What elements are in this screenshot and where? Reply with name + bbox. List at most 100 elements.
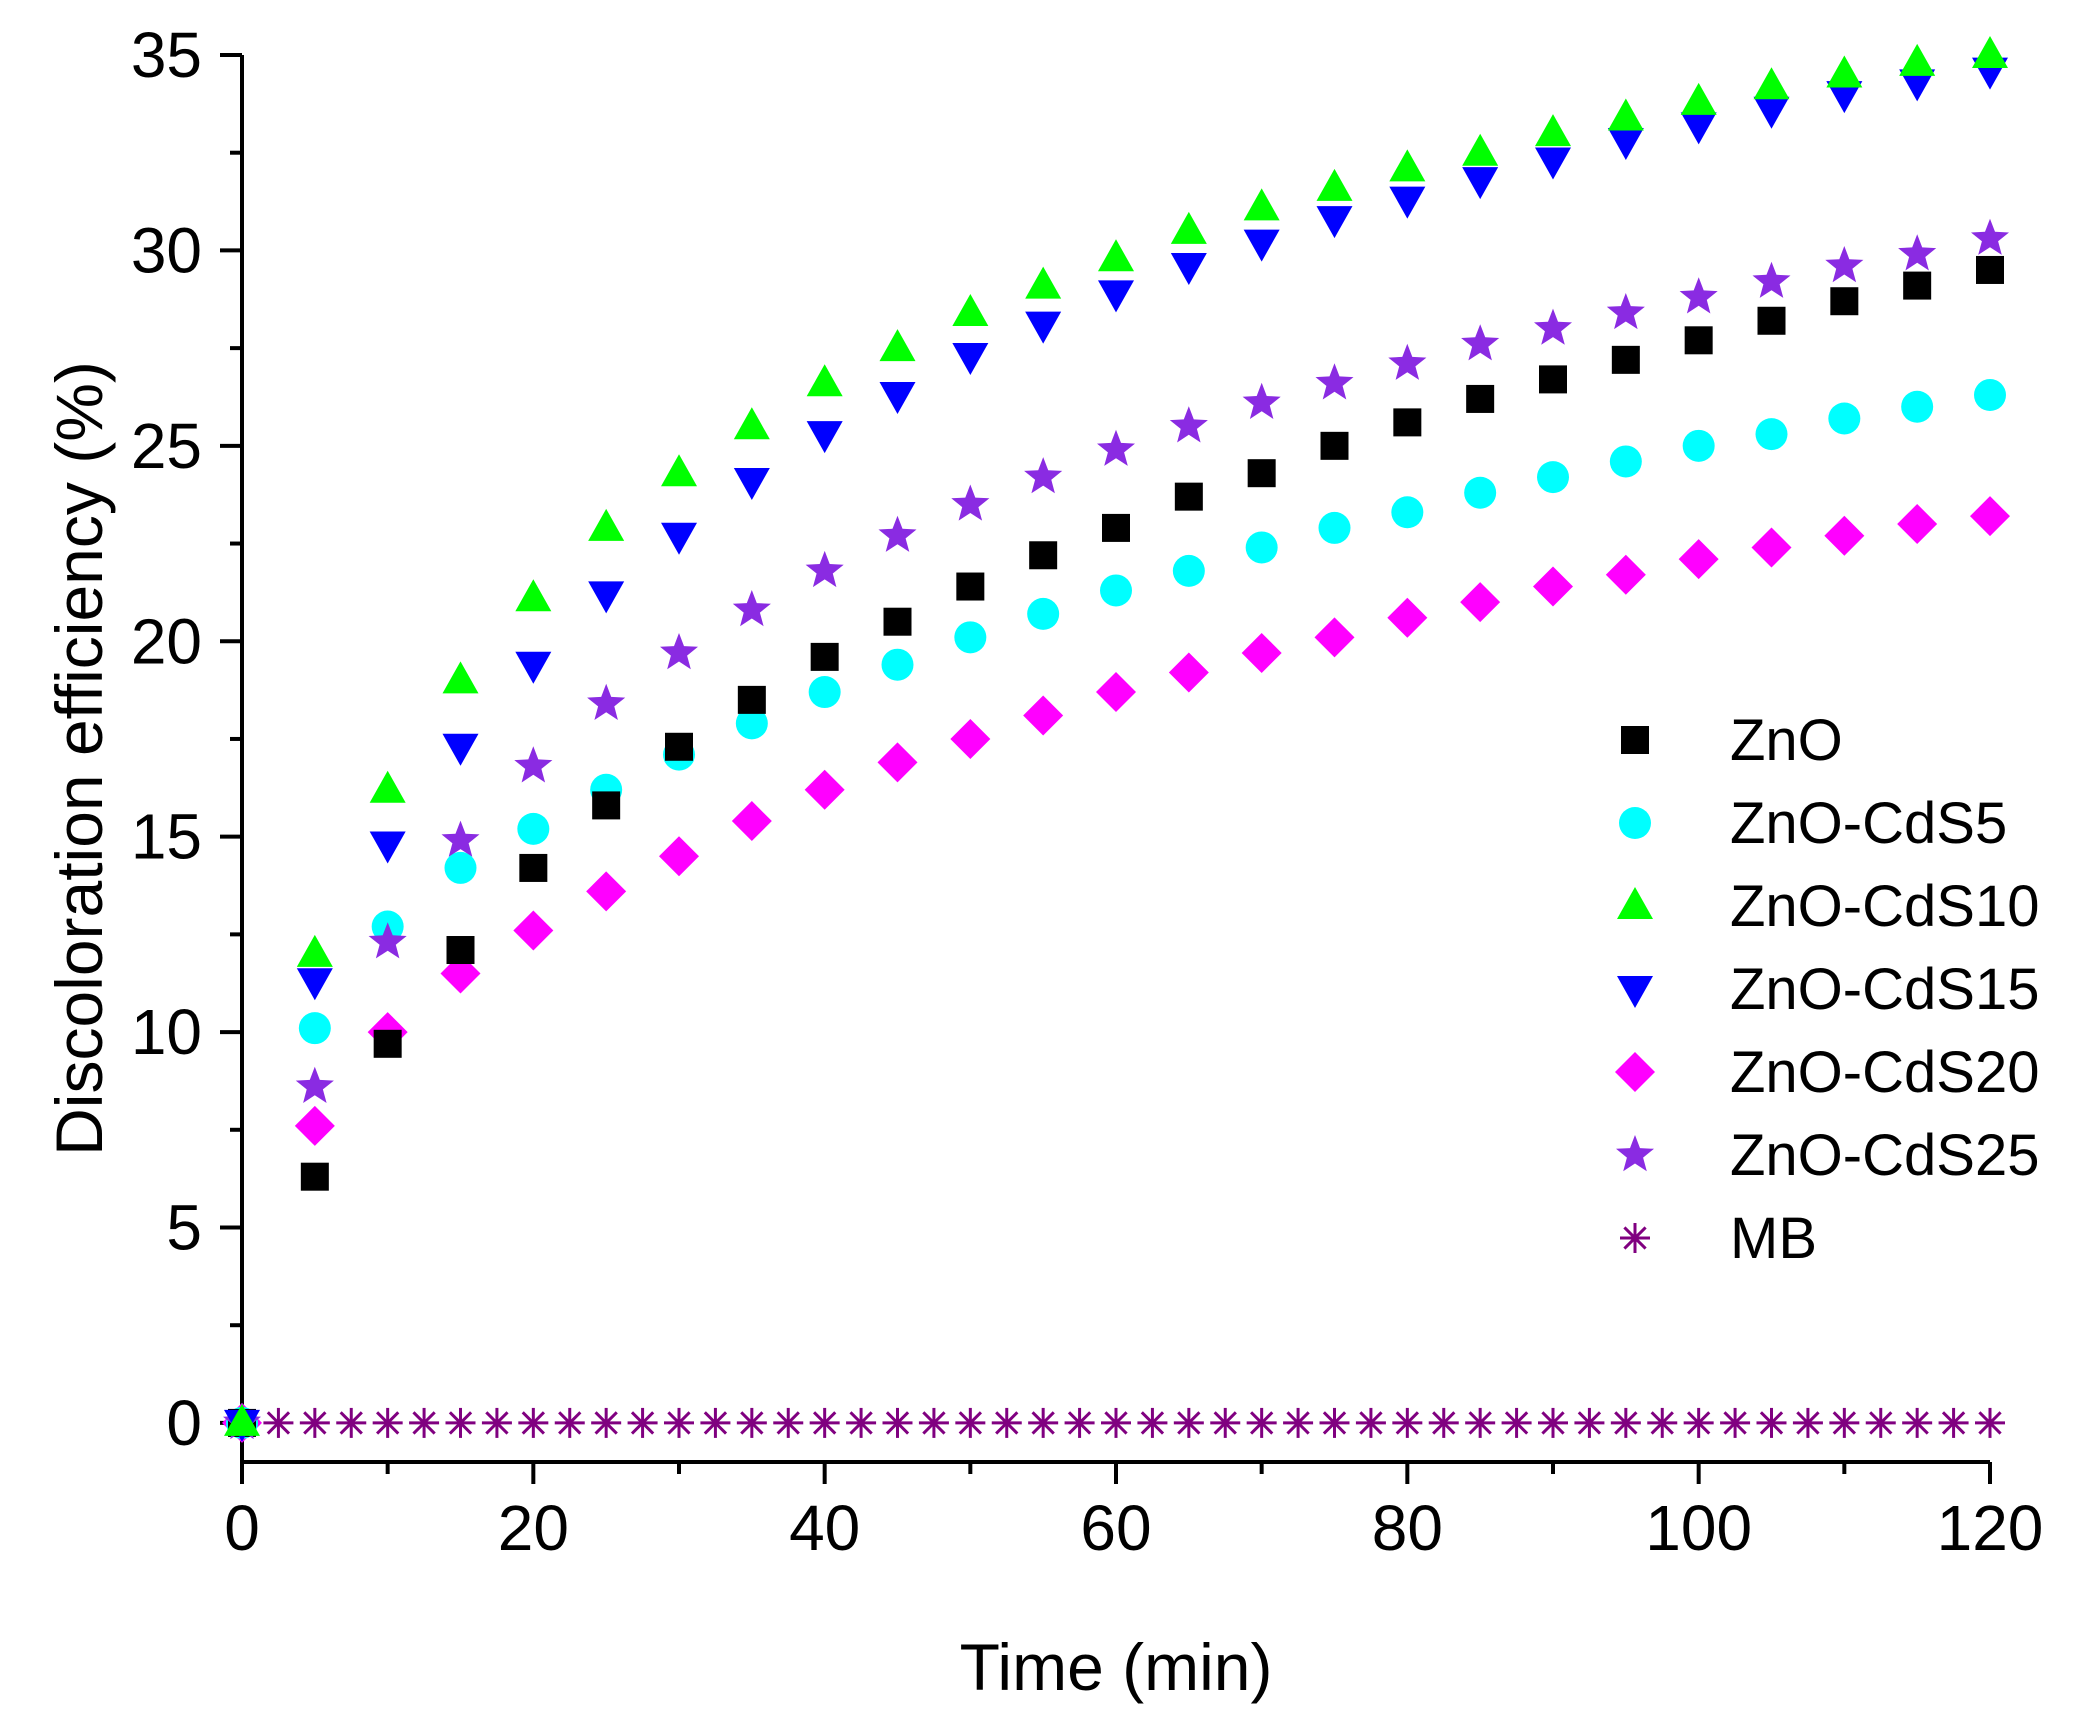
data-point: [513, 910, 554, 951]
data-point: [1610, 1407, 1641, 1438]
data-point: [1320, 431, 1349, 460]
data-point: [1574, 1407, 1605, 1438]
data-point: [1792, 1407, 1823, 1438]
data-point: [1903, 271, 1932, 300]
data-point: [1535, 114, 1571, 147]
y-tick-label: 30: [131, 214, 202, 286]
data-point: [296, 968, 333, 1001]
data-point: [1097, 429, 1135, 466]
data-point: [805, 550, 844, 588]
data-point: [519, 853, 548, 882]
data-point: [951, 484, 990, 521]
data-point: [517, 812, 550, 845]
data-point: [368, 922, 407, 959]
x-tick-label: 80: [1372, 1492, 1443, 1564]
data-point: [1391, 496, 1424, 529]
data-point: [879, 382, 916, 415]
data-point: [731, 801, 772, 842]
data-point: [1389, 186, 1426, 219]
data-point: [1316, 168, 1353, 201]
data-point: [1753, 67, 1790, 100]
x-tick-label: 20: [498, 1492, 569, 1564]
data-point: [1246, 1407, 1277, 1438]
data-point: [1828, 402, 1861, 435]
legend-label: ZnO-CdS15: [1730, 957, 2039, 1022]
data-point: [808, 676, 841, 709]
data-point: [1169, 406, 1208, 443]
data-point: [294, 1105, 335, 1146]
legend-item: ZnO-CdS10: [1617, 874, 2039, 939]
data-point: [1098, 280, 1134, 313]
data-point: [806, 364, 843, 397]
data-point: [1100, 574, 1132, 607]
data-point: [409, 1407, 440, 1438]
data-point: [1170, 211, 1207, 244]
data-point: [586, 871, 627, 912]
data-point: [1976, 255, 2004, 284]
legend-label: MB: [1730, 1206, 1817, 1271]
data-point: [1826, 55, 1863, 88]
data-point: [810, 642, 839, 671]
data-point: [1752, 261, 1791, 298]
data-point: [1829, 1407, 1860, 1438]
data-point: [1609, 445, 1642, 478]
legend-label: ZnO: [1730, 708, 1843, 773]
data-point: [442, 661, 479, 694]
data-point: [1388, 343, 1427, 380]
data-point: [554, 1407, 585, 1438]
legend: ZnO ZnO-CdS5 ZnO-CdS10 ZnO-CdS15 ZnO-CdS20 Zn…: [1615, 708, 2039, 1271]
data-point: [1825, 246, 1864, 283]
data-point: [1098, 239, 1134, 272]
data-point: [588, 508, 625, 541]
data-point: [1971, 218, 2009, 255]
data-point: [298, 1012, 331, 1045]
x-axis-title: Time (min): [960, 1630, 1273, 1704]
data-point: [1102, 513, 1130, 542]
data-point: [1137, 1407, 1168, 1438]
series-mb: [227, 1407, 2005, 1438]
data-point: [661, 454, 697, 487]
data-point: [369, 770, 406, 803]
data-point: [1027, 597, 1060, 630]
data-point: [1170, 253, 1207, 286]
data-point: [1975, 1407, 2005, 1438]
data-point: [700, 1407, 731, 1438]
data-point: [882, 1407, 913, 1438]
data-point: [733, 468, 770, 501]
data-point: [587, 683, 626, 720]
x-tick-label: 0: [224, 1492, 260, 1564]
data-point: [1680, 82, 1717, 115]
data-point: [954, 621, 987, 654]
data-point: [1970, 496, 2010, 537]
series-zno-cds20: [222, 496, 2010, 1443]
data-point: [735, 707, 768, 740]
data-point: [1501, 1407, 1532, 1438]
data-point: [296, 934, 333, 967]
data-point: [1392, 1407, 1423, 1438]
data-point: [1607, 127, 1644, 160]
data-point: [1899, 43, 1936, 76]
data-point: [1757, 306, 1786, 335]
data-point: [878, 515, 917, 552]
data-point: [881, 648, 914, 681]
data-point: [1242, 382, 1281, 419]
data-point: [224, 1403, 260, 1436]
data-point: [1389, 149, 1426, 182]
data-point: [372, 1407, 403, 1438]
data-point: [1243, 188, 1280, 221]
y-tick-label: 15: [131, 801, 202, 873]
data-point: [660, 633, 698, 670]
axes: 0 5 10 15 20 25 30 35 0 20 40 60 80 100 120: [131, 19, 2044, 1564]
data-point: [1028, 1407, 1059, 1438]
data-point: [877, 742, 918, 783]
data-point: [737, 685, 766, 714]
data-point: [1899, 69, 1936, 102]
data-point: [1023, 695, 1064, 736]
data-point: [1064, 1407, 1095, 1438]
data-point: [1974, 379, 2006, 412]
legend-label: ZnO-CdS25: [1730, 1123, 2039, 1188]
legend-marker: [1616, 1135, 1654, 1172]
legend-item: ZnO: [1621, 708, 1843, 773]
data-point: [1606, 293, 1645, 330]
